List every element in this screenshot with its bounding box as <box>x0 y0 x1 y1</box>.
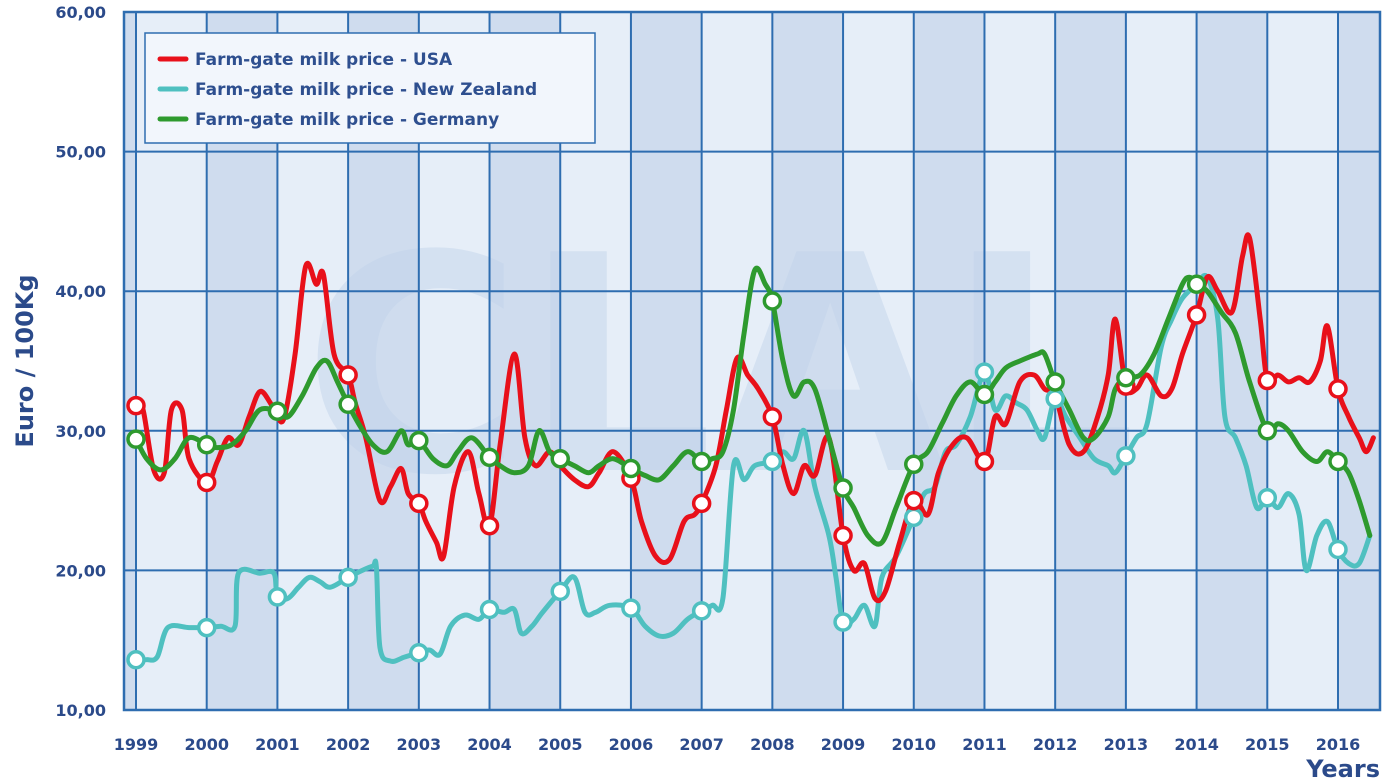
data-point-usa <box>694 495 710 511</box>
data-point-germany <box>835 480 851 496</box>
x-tick-label: 2007 <box>679 735 724 754</box>
band <box>1197 12 1268 710</box>
data-point-usa <box>411 495 427 511</box>
data-point-germany <box>1047 374 1063 390</box>
y-tick-labels: 10,00 20,00 30,00 40,00 50,00 60,00 <box>55 3 106 720</box>
data-point-germany <box>976 387 992 403</box>
y-tick-label: 40,00 <box>55 282 106 301</box>
x-tick-label: 2001 <box>255 735 300 754</box>
x-tick-label: 2013 <box>1104 735 1149 754</box>
data-point-germany <box>199 437 215 453</box>
data-point-germany <box>906 456 922 472</box>
y-tick-label: 10,00 <box>55 701 106 720</box>
legend: Farm-gate milk price - USA Farm-gate milk… <box>145 33 595 143</box>
x-tick-label: 2011 <box>962 735 1007 754</box>
data-point-usa <box>482 518 498 534</box>
legend-label: Farm-gate milk price - Germany <box>195 110 499 130</box>
x-tick-label: 2004 <box>467 735 512 754</box>
y-tick-label: 20,00 <box>55 561 106 580</box>
x-tick-label: 1999 <box>114 735 159 754</box>
data-point-new-zealand <box>694 603 710 619</box>
data-point-usa <box>1259 373 1275 389</box>
data-point-germany <box>340 396 356 412</box>
y-tick-label: 60,00 <box>55 3 106 22</box>
data-point-new-zealand <box>340 569 356 585</box>
y-tick-label: 30,00 <box>55 422 106 441</box>
data-point-new-zealand <box>1259 490 1275 506</box>
data-point-new-zealand <box>482 601 498 617</box>
x-axis-title: Years <box>1305 755 1380 782</box>
x-tick-label: 2016 <box>1316 735 1361 754</box>
data-point-new-zealand <box>1118 448 1134 464</box>
data-point-new-zealand <box>411 645 427 661</box>
data-point-new-zealand <box>1047 391 1063 407</box>
data-point-new-zealand <box>764 454 780 470</box>
x-tick-label: 2010 <box>891 735 936 754</box>
data-point-usa <box>340 367 356 383</box>
data-point-germany <box>1259 423 1275 439</box>
data-point-new-zealand <box>269 589 285 605</box>
x-tick-labels: 1999 2000 2001 2002 2003 2004 2005 2006 2007 2008… <box>114 735 1361 754</box>
data-point-new-zealand <box>1330 541 1346 557</box>
data-point-usa <box>976 454 992 470</box>
data-point-new-zealand <box>623 600 639 616</box>
x-tick-label: 2002 <box>326 735 371 754</box>
data-point-germany <box>482 449 498 465</box>
data-point-germany <box>128 431 144 447</box>
data-point-usa <box>128 398 144 414</box>
data-point-germany <box>1189 276 1205 292</box>
x-tick-label: 2003 <box>397 735 442 754</box>
x-tick-label: 2009 <box>821 735 866 754</box>
data-point-germany <box>694 454 710 470</box>
data-point-germany <box>1118 370 1134 386</box>
data-point-germany <box>764 293 780 309</box>
data-point-usa <box>764 409 780 425</box>
x-tick-label: 2012 <box>1033 735 1078 754</box>
data-point-usa <box>1189 307 1205 323</box>
data-point-usa <box>835 528 851 544</box>
data-point-germany <box>1330 454 1346 470</box>
data-point-germany <box>269 403 285 419</box>
x-tick-label: 2014 <box>1174 735 1219 754</box>
data-point-usa <box>199 474 215 490</box>
band <box>1338 12 1380 710</box>
data-point-new-zealand <box>976 364 992 380</box>
legend-label: Farm-gate milk price - USA <box>195 50 453 70</box>
data-point-usa <box>1330 381 1346 397</box>
y-axis-title: Euro / 100Kg <box>11 274 39 447</box>
y-tick-label: 50,00 <box>55 143 106 162</box>
data-point-germany <box>411 433 427 449</box>
data-point-new-zealand <box>552 583 568 599</box>
x-tick-label: 2008 <box>750 735 795 754</box>
legend-label: Farm-gate milk price - New Zealand <box>195 80 537 100</box>
data-point-new-zealand <box>835 614 851 630</box>
data-point-new-zealand <box>128 652 144 668</box>
data-point-germany <box>623 460 639 476</box>
data-point-germany <box>552 451 568 467</box>
x-tick-label: 2015 <box>1245 735 1290 754</box>
data-point-usa <box>906 493 922 509</box>
x-tick-label: 2006 <box>609 735 654 754</box>
band <box>124 12 136 710</box>
x-tick-label: 2005 <box>538 735 583 754</box>
data-point-new-zealand <box>199 620 215 636</box>
x-tick-label: 2000 <box>184 735 229 754</box>
data-point-new-zealand <box>906 509 922 525</box>
